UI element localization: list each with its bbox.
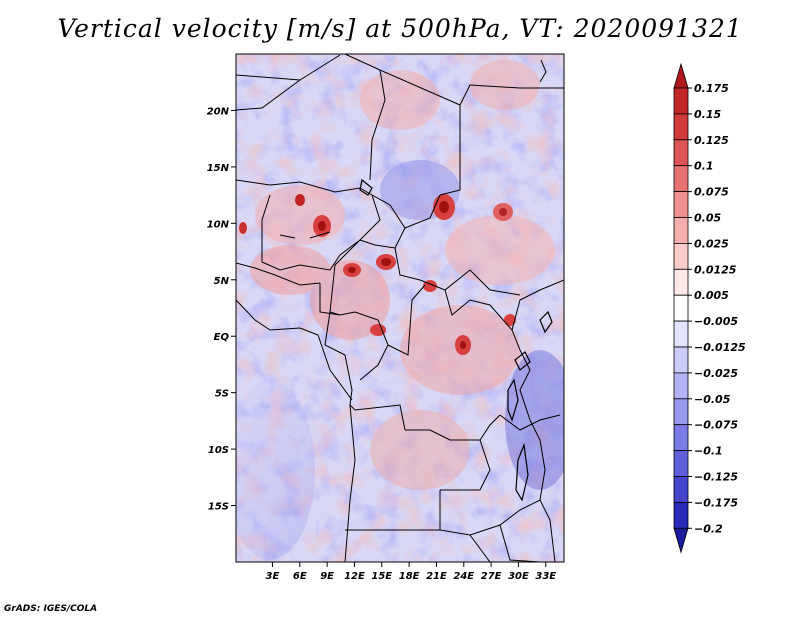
colorbar-bin [673,217,689,244]
lon-tick-label: 21E [426,571,447,582]
colorbar-label: −0.125 [694,471,738,484]
colorbar-bin [673,501,689,529]
colorbar-bin [673,294,689,322]
colorbar-bin [673,139,689,167]
longitude-axis: 3E 6E 9E 12E 15E 18E 21E 24E 27E 30E 33E [266,562,556,582]
colorbar-bin [673,476,689,503]
colorbar-bin [673,398,689,426]
lon-tick-label: 30E [508,571,529,582]
colorbar-label: 0.005 [694,289,729,302]
colorbar-bin [673,320,689,348]
colorbar: 0.175 0.15 0.125 0.1 0.075 0.05 0.025 0.0125 0.0… [673,62,746,554]
colorbar-bin [673,372,689,400]
lon-tick-label: 33E [535,571,556,582]
colorbar-bin [673,191,689,218]
grads-credit: GrADS: IGES/COLA [4,604,98,614]
colorbar-label: −0.005 [694,315,738,328]
colorbar-bin [673,268,689,296]
colorbar-bin [673,87,689,115]
colorbar-label: 0.1 [694,160,714,173]
lon-tick-label: 12E [344,571,365,582]
colorbar-bin [673,165,689,192]
convective-cells [239,194,516,355]
colorbar-label: −0.175 [694,496,738,509]
map-frame [235,53,565,563]
colorbar-label: −0.1 [694,445,723,458]
lat-tick-label: 10S [208,445,229,456]
colorbar-label: 0.075 [694,186,729,199]
colorbar-label: −0.0125 [694,341,746,354]
colorbar-bin [673,113,689,141]
lon-tick-label: 3E [266,571,280,582]
lat-tick-label: 5N [214,276,230,287]
lon-tick-label: 24E [453,571,474,582]
lat-tick-label: 15S [208,502,229,513]
lat-tick-label: 5S [215,389,229,400]
colorbar-max-arrow [673,62,689,89]
colorbar-label: −0.075 [694,419,738,432]
colorbar-bin [673,424,689,452]
lat-tick-label: 10N [207,219,230,230]
colorbar-bin [673,450,689,477]
lon-tick-label: 15E [371,571,392,582]
colorbar-bin [673,346,689,374]
lon-tick-label: 9E [320,571,334,582]
colorbar-label: 0.125 [694,134,729,147]
lon-tick-label: 27E [481,571,502,582]
colorbar-label: 0.15 [694,108,721,121]
lat-tick-label: EQ [214,332,230,343]
colorbar-label: −0.2 [694,522,723,535]
lat-tick-label: 15N [207,163,230,174]
lat-tick-label: 20N [207,106,230,117]
colorbar-label: −0.025 [694,367,738,380]
lon-tick-label: 6E [293,571,307,582]
lon-tick-label: 18E [399,571,420,582]
lakes [359,178,553,502]
colorbar-bin [673,242,689,270]
colorbar-label: 0.0125 [694,263,737,276]
map-title: Vertical velocity [m/s] at 500hPa, VT: 2… [57,14,743,43]
colorbar-label: 0.025 [694,237,729,250]
country-borders [236,54,564,562]
colorbar-min-arrow [673,527,689,554]
latitude-axis: 20N 15N 10N 5N EQ 5S 10S 15S [207,106,236,513]
colorbar-label: 0.175 [694,82,729,95]
colorbar-label: −0.05 [694,393,731,406]
map-plot-area [236,54,564,562]
colorbar-label: 0.05 [694,212,721,225]
